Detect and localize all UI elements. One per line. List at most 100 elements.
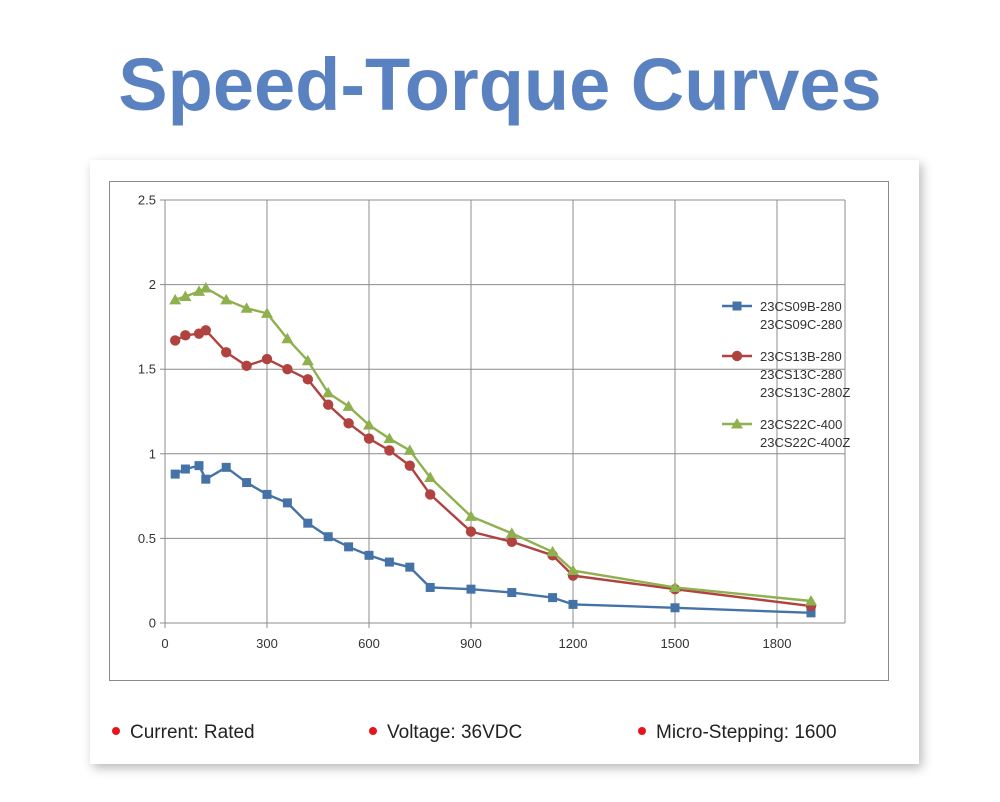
series-3 [169,281,817,606]
data-point [383,432,396,444]
data-point [384,445,395,456]
data-point [506,536,517,547]
legend-marker [731,350,743,362]
x-tick-label: 600 [358,636,380,651]
legend-entry-2: 23CS13B-280 23CS13C-280 23CS13C-280Z [722,349,850,400]
data-point [323,532,333,542]
legend-marker [732,301,742,311]
y-tick-label: 1.5 [138,362,156,377]
data-point [403,444,416,455]
x-tick-label: 900 [460,636,482,651]
footer-item-voltage: Voltage: 36VDC [369,722,522,744]
footer-label: Voltage: 36VDC [387,722,523,743]
data-point [507,588,517,598]
data-point [364,550,374,560]
data-point [180,464,190,474]
data-point [194,461,204,471]
data-point [344,542,354,552]
data-point [179,290,192,301]
legend-label: 23CS13C-280Z [760,385,850,400]
y-tick-label: 2.5 [138,193,156,208]
series-line [174,329,812,608]
legend-marker [731,418,743,429]
data-point [240,302,253,313]
data-point [200,325,211,336]
data-point [170,335,181,346]
footer-item-current: Current: Rated [112,722,255,744]
data-point [201,474,211,484]
y-tick-label: 2 [149,277,156,292]
footer-label: Micro-Stepping: 1600 [656,722,837,743]
bullet-icon [112,726,120,735]
data-point [303,518,313,528]
series-1 [170,461,816,618]
data-point [548,593,558,603]
y-tick-label: 1 [149,446,156,461]
chart-ticks: 0 0.5 1 1.5 2 2.5 0 300 600 900 1200 1500 1800 [138,193,792,652]
bullet-icon [638,726,646,735]
data-point [568,599,578,609]
data-point [261,353,273,365]
x-tick-label: 300 [256,636,278,651]
data-point [363,433,375,444]
page-title: Speed-Torque Curves [118,43,882,126]
data-point [220,293,233,305]
data-point [384,557,394,567]
data-point [301,354,314,366]
data-point [806,608,816,618]
data-point [302,374,313,385]
data-point [405,562,415,572]
data-point [242,478,252,488]
data-point [425,489,436,500]
data-point [805,595,817,606]
data-point [262,489,272,499]
legend-label: 23CS13C-280 [760,367,842,382]
data-point [170,469,180,479]
data-point [342,400,355,411]
data-point [221,462,231,472]
x-tick-label: 1500 [661,636,690,651]
series-line [174,286,812,603]
data-point [241,360,252,372]
data-point [404,460,415,471]
chart-frame [109,181,889,681]
x-tick-label: 1200 [559,636,588,651]
data-point [465,510,477,521]
y-tick-label: 0.5 [138,531,156,546]
legend-entry-1: 23CS09B-280 23CS09C-280 [722,299,842,332]
legend-entry-3: 23CS22C-400 23CS22C-400Z [722,417,850,450]
x-tick-label: 0 [161,636,168,651]
x-tick-label: 1800 [763,636,792,651]
data-point [322,386,335,398]
data-point [261,307,273,318]
data-point [180,330,191,341]
data-point [424,471,437,482]
data-point [466,584,476,594]
data-point [343,418,354,429]
data-point [221,347,232,358]
data-point [323,399,334,410]
data-point [169,293,182,305]
legend-label: 23CS22C-400Z [760,435,850,450]
data-point [363,419,375,430]
data-point [281,332,294,344]
data-point [199,281,212,293]
data-point [505,527,518,538]
footer-label: Current: Rated [130,722,255,743]
data-point [465,526,477,537]
legend-label: 23CS13B-280 [760,349,842,364]
legend-label: 23CS22C-400 [760,417,842,432]
legend-label: 23CS09C-280 [760,317,842,332]
chart-legend: 23CS09B-280 23CS09C-280 23CS13B-280 23CS13C… [722,299,850,450]
data-point [282,364,293,375]
chart-series [169,281,817,618]
y-tick-label: 0 [149,616,156,631]
legend-label: 23CS09B-280 [760,299,842,314]
data-point [670,603,680,613]
data-point [567,564,579,576]
data-point [425,582,435,592]
chart-grid [160,199,846,628]
data-point [282,498,292,508]
data-point [193,285,205,296]
